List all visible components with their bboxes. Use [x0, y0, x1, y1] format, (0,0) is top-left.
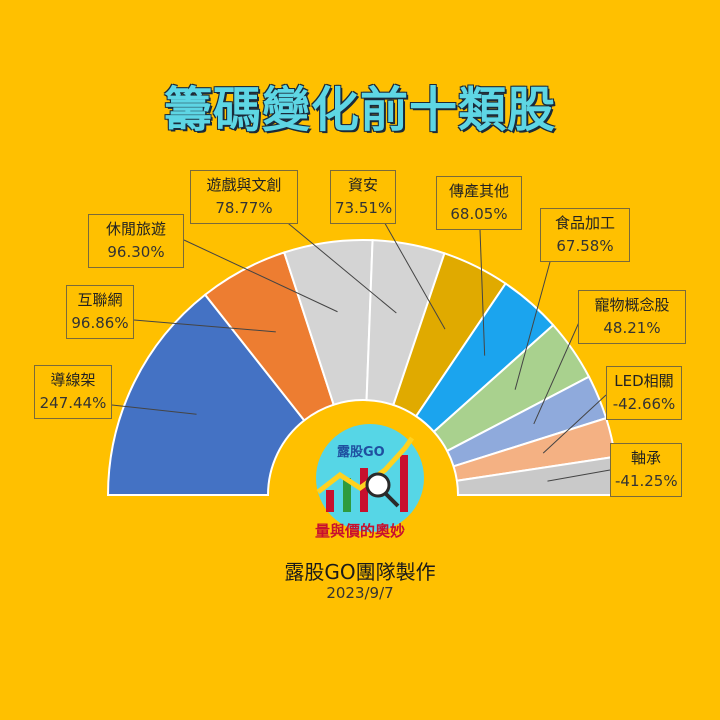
chart-title: 籌碼變化前十類股 [163, 82, 556, 138]
value-label: 78.77% [215, 199, 273, 217]
category-label: 遊戲與文創 [206, 176, 282, 194]
leader-line-2 [133, 319, 276, 333]
category-label: 導線架 [50, 371, 96, 389]
value-label: 73.51% [335, 199, 393, 217]
leader-line-3 [183, 239, 338, 313]
data-label-1: 導線架 247.44% [34, 365, 112, 419]
value-label: 96.30% [107, 243, 165, 261]
data-label-8: 寵物概念股 48.21% [578, 290, 686, 344]
logo-brand: 露股GO [337, 445, 385, 460]
value-label: 68.05% [450, 205, 508, 223]
category-label: LED相關 [614, 372, 674, 390]
leader-line-10 [547, 469, 611, 482]
value-label: 48.21% [603, 319, 661, 337]
leader-line-1 [111, 404, 197, 415]
leader-line-8 [533, 319, 581, 425]
category-label: 寵物概念股 [594, 296, 670, 314]
data-label-9: LED相關 -42.66% [606, 366, 682, 420]
data-label-5: 資安 73.51% [330, 170, 396, 224]
footer-team: 露股GO團隊製作 [284, 560, 436, 584]
data-label-6: 傳產其他 68.05% [436, 176, 522, 230]
category-label: 傳產其他 [448, 182, 509, 200]
value-label: 247.44% [39, 394, 107, 412]
leader-line-6 [479, 229, 486, 356]
leader-line-7 [514, 261, 551, 390]
category-label: 食品加工 [554, 214, 615, 232]
value-label: -42.66% [612, 395, 676, 413]
value-label: -41.25% [615, 472, 678, 490]
footer-date: 2023/9/7 [326, 584, 394, 602]
category-label: 軸承 [630, 449, 661, 467]
data-label-10: 軸承 -41.25% [610, 443, 682, 497]
slice-1 [106, 293, 306, 496]
category-label: 休閒旅遊 [105, 220, 166, 238]
data-label-7: 食品加工 67.58% [540, 208, 630, 262]
leader-line-9 [542, 394, 607, 454]
category-label: 互聯網 [77, 291, 123, 309]
data-label-3: 休閒旅遊 96.30% [88, 214, 184, 268]
value-label: 96.86% [71, 314, 129, 332]
logo-icon [316, 424, 424, 532]
logo-slogan: 量與價的奧妙 [314, 522, 405, 540]
value-label: 67.58% [556, 237, 614, 255]
data-label-4: 遊戲與文創 78.77% [190, 170, 298, 224]
data-label-2: 互聯網 96.86% [66, 285, 134, 339]
category-label: 資安 [347, 176, 378, 194]
